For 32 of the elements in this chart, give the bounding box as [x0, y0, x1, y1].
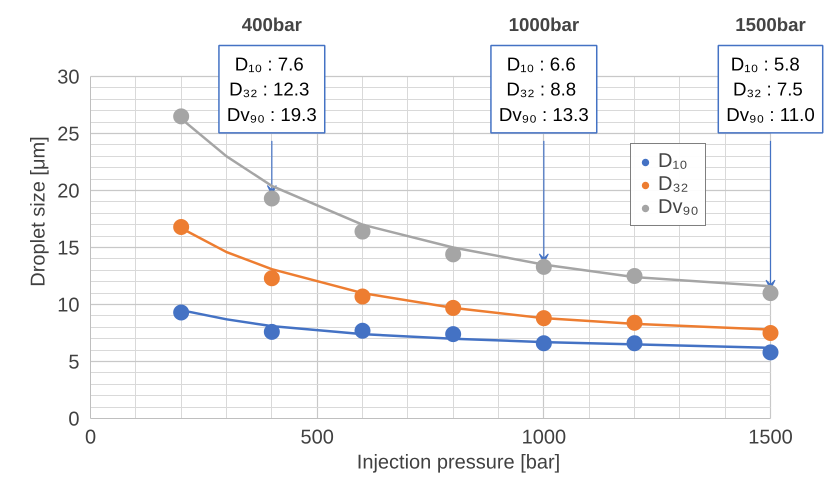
y-tick-label: 30	[57, 66, 80, 88]
legend-label: Dv₉₀	[658, 196, 699, 219]
legend-label: D₁₀	[658, 150, 688, 173]
text: 1500bar	[735, 14, 806, 35]
point	[173, 304, 190, 320]
point	[762, 344, 778, 360]
point	[173, 218, 190, 235]
x-tick-label: 500	[300, 426, 334, 448]
y-axis-title: Droplet size [μm]	[27, 136, 50, 287]
annotation: D₁₀ : 5.8 D₃₂ : 7.5 Dv₉₀ : 11.0	[726, 54, 815, 125]
point	[762, 285, 778, 302]
legend-label: D₃₂	[658, 173, 688, 196]
y-tick-label: 5	[68, 352, 80, 374]
y-tick-label: 20	[57, 180, 80, 202]
y-tick-label: 10	[57, 294, 80, 316]
point	[264, 190, 280, 206]
point	[173, 108, 190, 124]
y-tick-label: 0	[68, 408, 80, 430]
point	[264, 270, 280, 286]
x-axis-title: Injection pressure [bar]	[356, 452, 560, 474]
annotation: D₁₀ : 6.6 D₃₂ : 8.8 Dv₉₀ : 13.3	[498, 54, 589, 125]
y-tick-label: 15	[57, 238, 80, 260]
y-tick-label: 25	[57, 124, 80, 146]
x-tick-label: 1000	[522, 426, 566, 448]
point	[762, 325, 778, 341]
text: 400bar	[242, 14, 302, 35]
text: 1000bar	[508, 14, 580, 35]
point	[445, 246, 462, 262]
x-tick-label: 1500	[748, 426, 793, 448]
point	[354, 224, 370, 240]
x-tick-label: 0	[84, 426, 96, 448]
annotation: D₁₀ : 7.6 D₃₂ : 12.3 Dv₉₀ : 19.3	[226, 54, 317, 125]
